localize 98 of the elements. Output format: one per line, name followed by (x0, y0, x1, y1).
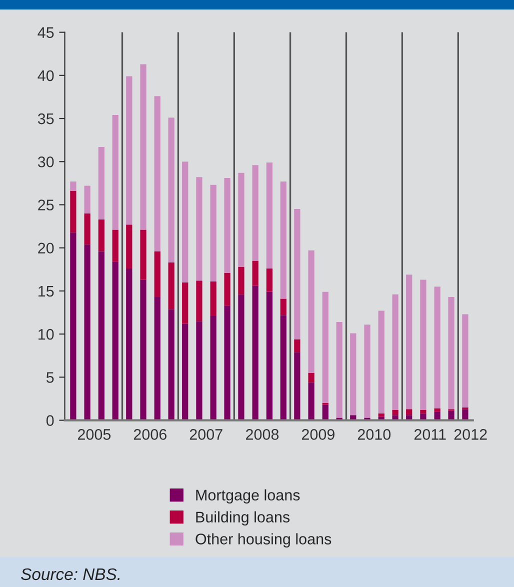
bar (308, 372, 314, 382)
y-tick-label: 35 (38, 113, 54, 124)
x-tick-label: 2009 (302, 429, 334, 440)
bar (70, 232, 76, 420)
bar (84, 213, 90, 244)
bar (112, 230, 118, 262)
bar (434, 408, 440, 412)
bar (154, 296, 160, 420)
x-tick-label: 2008 (246, 429, 279, 440)
bar (252, 165, 258, 261)
bar (448, 296, 454, 410)
bar (140, 230, 146, 280)
y-tick-label: 25 (38, 200, 54, 210)
bar (420, 280, 426, 410)
bar (140, 280, 146, 420)
bar (126, 268, 132, 420)
bar (378, 413, 384, 417)
bar (280, 315, 286, 420)
bar (182, 162, 188, 282)
bar (434, 286, 440, 408)
bar (168, 309, 174, 420)
x-tick-label: 2005 (78, 429, 111, 440)
legend-label: Other housing loans (196, 533, 332, 548)
x-tick-label: 2011 (414, 429, 446, 440)
bar (196, 177, 202, 281)
bar (154, 96, 160, 252)
bar (224, 178, 230, 273)
bar (238, 294, 244, 420)
x-tick-label: 2010 (358, 429, 391, 440)
x-tick-label: 2012 (454, 429, 487, 440)
y-tick-label: 0 (46, 415, 54, 426)
x-tick-label: 2007 (190, 429, 222, 440)
bar (294, 209, 300, 340)
bar (392, 294, 398, 410)
bar (462, 314, 468, 408)
bar (70, 190, 76, 232)
bar (252, 260, 258, 286)
bar (168, 118, 174, 262)
bar (406, 274, 412, 410)
bar (182, 282, 188, 324)
y-tick-label: 45 (38, 27, 54, 38)
bar (70, 181, 76, 191)
bar (448, 410, 454, 420)
bar (238, 266, 244, 294)
source-note: Source: NBS. (21, 568, 120, 580)
bar (98, 146, 104, 220)
bar (308, 250, 314, 373)
bar (420, 413, 426, 420)
legend-label: Building loans (196, 511, 290, 526)
y-tick-label: 15 (38, 286, 54, 297)
bar (196, 321, 202, 420)
bar (294, 339, 300, 352)
legend-label: Mortgage loans (196, 489, 300, 504)
bar (210, 184, 216, 282)
y-tick-label: 10 (38, 328, 54, 340)
bar (210, 281, 216, 316)
y-tick-label: 30 (38, 156, 54, 168)
bar (266, 292, 272, 420)
bar (168, 262, 174, 310)
bar (434, 412, 440, 420)
bar (84, 186, 90, 214)
bar (112, 262, 118, 420)
bar (322, 292, 328, 404)
bar (182, 324, 188, 420)
bar (84, 244, 90, 420)
bar (364, 324, 370, 418)
bar (140, 64, 146, 230)
bar (266, 268, 272, 292)
x-tick-label: 2006 (134, 429, 166, 440)
bar (98, 219, 104, 252)
bar (280, 181, 286, 299)
bar (280, 298, 286, 316)
bar (154, 251, 160, 297)
bar (294, 352, 300, 420)
bar (378, 310, 384, 414)
bar (238, 172, 244, 267)
bar (252, 286, 258, 420)
y-tick-label: 40 (38, 70, 54, 82)
bar (224, 306, 230, 420)
y-tick-label: 5 (46, 372, 54, 383)
bar (196, 280, 202, 322)
bar (112, 115, 118, 230)
bar (350, 333, 356, 416)
bar (308, 382, 314, 420)
bar (126, 76, 132, 225)
bar (224, 272, 230, 306)
bar (392, 415, 398, 420)
y-tick-label: 20 (38, 242, 54, 254)
bar (462, 409, 468, 420)
bar (406, 409, 412, 416)
bar (392, 410, 398, 416)
bar (98, 251, 104, 420)
bar (322, 404, 328, 420)
bar (336, 322, 342, 418)
bar (420, 410, 426, 414)
bar (126, 224, 132, 269)
bar (266, 162, 272, 269)
bar (210, 316, 216, 420)
